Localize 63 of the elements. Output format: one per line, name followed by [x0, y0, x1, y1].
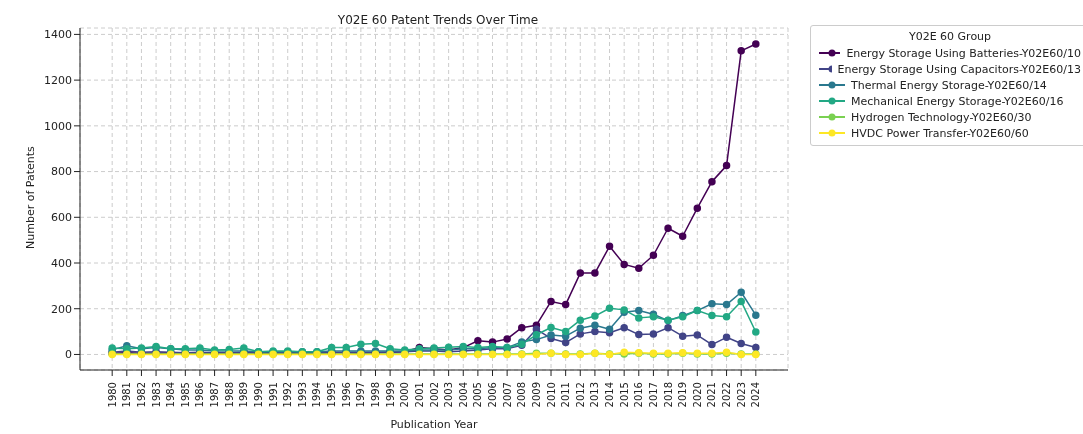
x-tick-label: 1992	[282, 382, 294, 408]
x-tick-label: 2021	[706, 382, 718, 408]
x-tick-label: 2013	[589, 382, 601, 408]
x-tick-label: 2002	[428, 382, 440, 408]
x-tick-label: 2019	[677, 382, 689, 408]
x-tick-label: 1987	[209, 382, 221, 408]
x-tick-label: 1997	[355, 382, 367, 408]
x-tick-label: 1986	[194, 382, 206, 408]
x-tick-label: 2005	[472, 382, 484, 408]
x-tick-label: 2006	[487, 382, 499, 408]
x-tick-label: 2004	[457, 382, 469, 408]
legend-label: HVDC Power Transfer-Y02E60/60	[851, 126, 1029, 140]
x-tick-label: 2008	[516, 382, 528, 408]
y-axis-title: Number of Patents	[23, 145, 37, 249]
x-tick-label: 2015	[618, 382, 630, 408]
x-tick-label: 1988	[223, 382, 235, 408]
x-tick-label: 1995	[326, 382, 338, 408]
x-tick-label: 2018	[662, 382, 674, 408]
x-tick-label: 1996	[340, 382, 352, 408]
x-tick-label: 2017	[647, 382, 659, 408]
y-tick-label: 1200	[44, 74, 72, 88]
x-tick-label: 1980	[106, 382, 118, 408]
x-tick-label: 2020	[691, 382, 703, 408]
x-tick-label: 2010	[545, 382, 557, 408]
x-tick-label: 2016	[633, 382, 645, 408]
y-tick-label: 800	[51, 165, 72, 179]
x-tick-label: 2009	[530, 382, 542, 408]
x-tick-label: 1991	[267, 382, 279, 408]
legend-label: Thermal Energy Storage-Y02E60/14	[851, 78, 1047, 92]
x-tick-label: 2001	[413, 382, 425, 408]
x-tick-label: 2022	[721, 382, 733, 408]
y-tick-label: 0	[65, 348, 72, 362]
x-tick-label: 2003	[443, 382, 455, 408]
legend-label: Hydrogen Technology-Y02E60/30	[851, 110, 1032, 124]
x-tick-label: 1983	[150, 382, 162, 408]
legend-label: Mechanical Energy Storage-Y02E60/16	[851, 94, 1064, 108]
x-tick-label: 2011	[560, 382, 572, 408]
x-tick-label: 2024	[750, 382, 762, 408]
x-tick-label: 2014	[604, 382, 616, 408]
x-tick-label: 1999	[384, 382, 396, 408]
y-tick-label: 200	[51, 302, 72, 316]
legend-title: Y02E 60 Group	[907, 30, 993, 43]
x-tick-label: 2007	[501, 382, 513, 408]
x-tick-label: 1984	[165, 382, 177, 408]
x-tick-label: 1985	[179, 382, 191, 408]
x-tick-label: 1982	[135, 382, 147, 408]
x-tick-label: 1993	[296, 382, 308, 408]
legend-label: Energy Storage Using Capacitors-Y02E60/13	[837, 62, 1081, 76]
y-tick-label: 1000	[44, 119, 72, 133]
x-tick-label: 1981	[121, 382, 133, 408]
x-tick-label: 1998	[369, 382, 381, 408]
x-tick-label: 2023	[735, 382, 747, 408]
y-tick-label: 400	[51, 256, 72, 270]
chart-title: Y02E 60 Patent Trends Over Time	[336, 13, 539, 27]
x-tick-label: 2012	[574, 382, 586, 408]
x-tick-label: 2000	[399, 382, 411, 408]
x-tick-label: 1994	[311, 382, 323, 408]
legend-label: Energy Storage Using Batteries-Y02E60/10	[846, 46, 1081, 60]
y-tick-label: 1400	[44, 28, 72, 42]
y-tick-label: 600	[51, 211, 72, 225]
x-tick-label: 1990	[252, 382, 264, 408]
x-axis-title: Publication Year	[390, 418, 479, 431]
x-tick-label: 1989	[238, 382, 250, 408]
